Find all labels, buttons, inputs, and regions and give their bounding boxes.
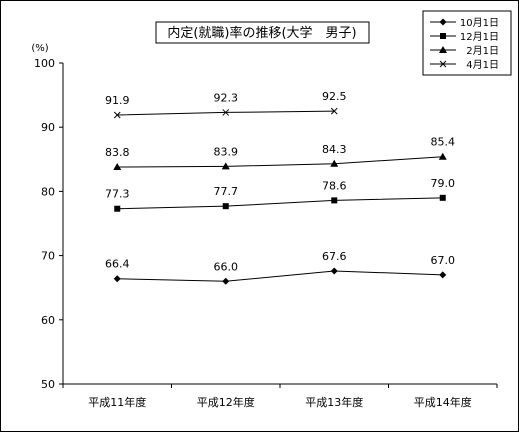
y-tick-label: 100: [34, 57, 55, 70]
data-label: 79.0: [431, 177, 456, 190]
data-point-stroke-b: [330, 107, 338, 115]
series-line: [117, 270, 443, 282]
data-point: [222, 203, 229, 210]
y-axis-unit-label: (%): [31, 43, 48, 54]
legend-label: 12月1日: [460, 31, 499, 43]
data-label: 77.3: [105, 188, 130, 201]
data-label: 91.9: [105, 94, 130, 107]
x-tick-label: 平成14年度: [414, 395, 472, 409]
legend-label: 10月1日: [460, 17, 499, 29]
data-point-stroke-b: [113, 111, 121, 119]
y-tick-label: 60: [41, 314, 55, 327]
legend-marker: [440, 33, 446, 39]
data-label: 66.0: [214, 260, 239, 273]
chart-title: 内定(就職)率の推移(大学 男子): [167, 25, 356, 41]
x-tick-label: 平成12年度: [197, 395, 255, 409]
chart-title-box: [155, 21, 370, 44]
series-3: 83.8 83.9 84.3 85.4: [105, 136, 456, 171]
data-label: 83.9: [214, 145, 239, 158]
data-point: [330, 159, 339, 167]
data-label: 83.8: [105, 146, 130, 159]
x-tick-label: 平成13年度: [305, 395, 363, 409]
legend-marker: [439, 60, 447, 68]
data-label: 67.6: [322, 250, 347, 263]
legend-label: 4月1日: [466, 59, 499, 71]
data-label: 92.5: [322, 90, 347, 103]
data-point: [331, 197, 338, 204]
x-ticks: 平成11年度 平成12年度 平成13年度 平成14年度: [62, 384, 498, 409]
data-point: [113, 111, 121, 119]
y-tick-label: 80: [41, 185, 55, 198]
legend-item: 2月1日: [430, 45, 499, 57]
data-point: [114, 205, 121, 212]
legend-marker-stroke-b: [439, 60, 447, 68]
legend-item: 10月1日: [430, 17, 499, 29]
data-point: [221, 162, 230, 170]
y-tick-label: 50: [41, 378, 55, 391]
data-point: [113, 163, 122, 171]
data-label: 78.6: [322, 179, 347, 192]
series-2: 77.3 77.7 78.6 79.0: [105, 177, 455, 212]
series-4: 91.9 92.3 92.5: [105, 90, 347, 119]
data-label: 92.3: [214, 91, 239, 104]
series-line: [117, 156, 443, 168]
data-label: 66.4: [105, 258, 130, 271]
data-point: [222, 277, 230, 285]
data-point: [439, 194, 446, 201]
x-tick-label: 平成11年度: [88, 395, 146, 409]
data-label: 77.7: [214, 185, 239, 198]
data-point: [438, 152, 447, 160]
legend-item: 4月1日: [430, 59, 499, 71]
data-point: [222, 109, 230, 116]
data-label: 85.4: [431, 136, 456, 149]
series-line: [117, 197, 443, 210]
legend: 10月1日 12月1日 2月1日 4月1日: [430, 17, 499, 71]
y-tick-label: 70: [41, 250, 55, 263]
legend-label: 2月1日: [466, 45, 499, 57]
legend-marker: [439, 18, 447, 26]
legend-marker: [439, 46, 447, 53]
legend-item: 12月1日: [430, 31, 499, 43]
data-point: [439, 271, 447, 279]
data-point: [330, 267, 338, 275]
data-point: [113, 275, 121, 283]
series-layer: 66.4 66.0 67.6 67.0 77.3 77.7 78.6 79.0 83.8 83.9…: [105, 90, 455, 285]
data-label: 67.0: [431, 254, 456, 267]
series-1: 66.4 66.0 67.6 67.0: [105, 250, 455, 285]
y-ticks: 50 60 70 80 90 100: [34, 57, 63, 391]
data-point: [330, 107, 338, 115]
data-label: 84.3: [322, 143, 347, 156]
y-tick-label: 90: [41, 121, 55, 134]
data-point-stroke-b: [222, 109, 230, 116]
